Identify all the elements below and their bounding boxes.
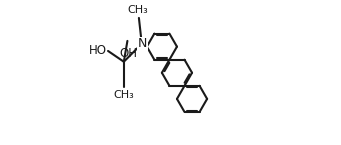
Text: OH: OH: [120, 47, 138, 60]
Text: N: N: [138, 37, 147, 50]
Text: HO: HO: [89, 45, 107, 57]
Text: CH₃: CH₃: [127, 5, 148, 15]
Text: CH₃: CH₃: [114, 90, 134, 100]
